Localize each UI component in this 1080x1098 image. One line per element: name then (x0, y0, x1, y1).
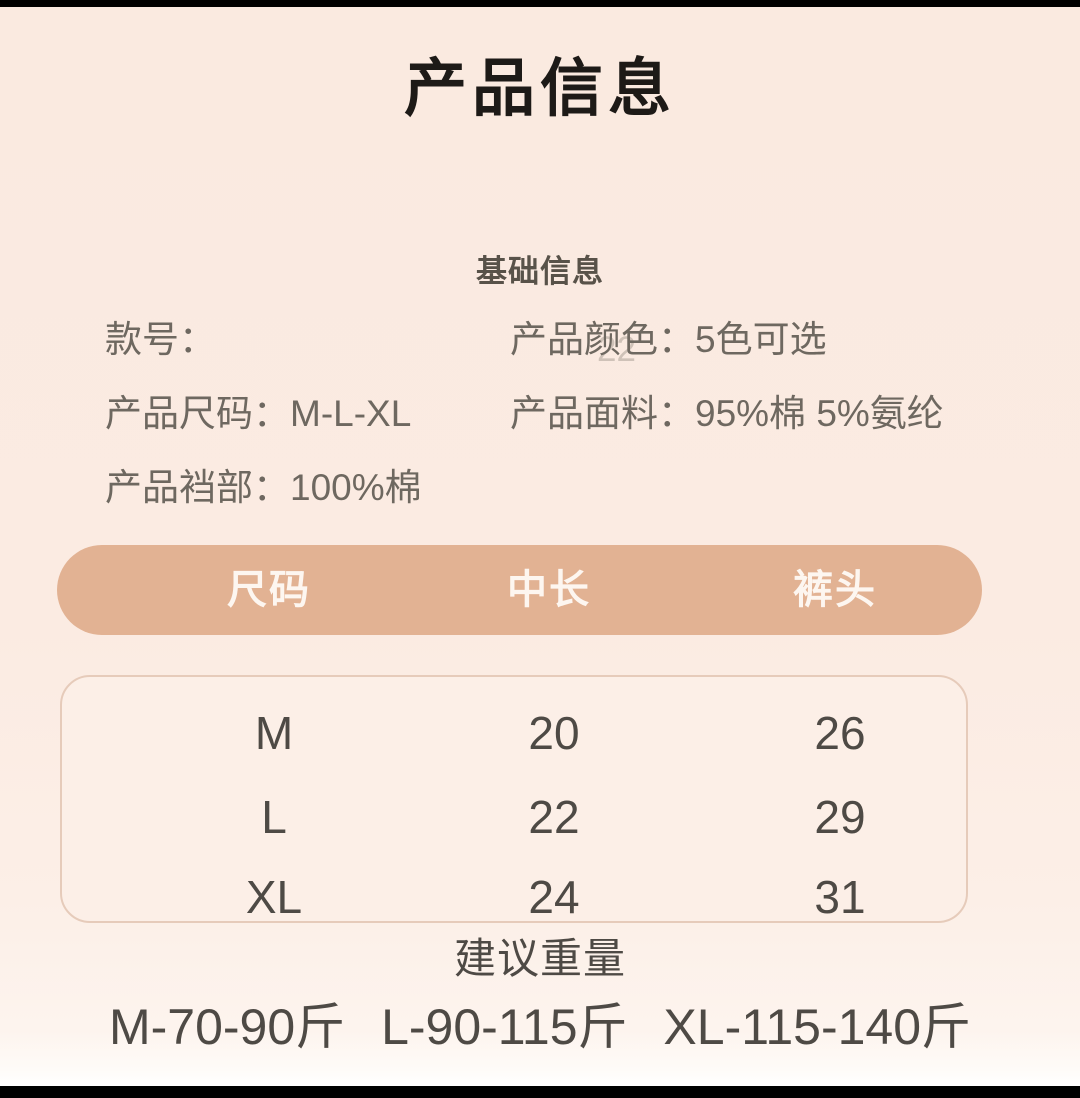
basic-info-block: 款号： 22 产品颜色：5色可选 产品尺码：M-L-XL 产品面料：95%棉 5… (105, 316, 1035, 538)
table-row-size: L (261, 791, 287, 843)
product-color-text: 产品颜色：5色可选 (510, 319, 827, 360)
size-table-header: 尺码 中长 裤头 (57, 545, 982, 635)
weight-advice-title: 建议重量 (453, 935, 626, 982)
page-title: 产品信息 (404, 54, 676, 124)
size-table-header-size: 尺码 (227, 568, 311, 612)
table-row-mid-length: 24 (528, 871, 580, 923)
table-row-size: M (254, 707, 294, 759)
weight-advice-item-l: L-90-115斤 (381, 999, 628, 1055)
weight-advice-list: M-70-90斤 L-90-115斤 XL-115-140斤 (0, 1000, 1080, 1055)
bottom-letterbox-bar (0, 1086, 1080, 1098)
weight-advice-item-m: M-70-90斤 (108, 999, 346, 1055)
table-row-mid-length: 20 (528, 707, 580, 759)
table-row-mid-length: 22 (528, 791, 580, 843)
table-row-waist: 26 (814, 707, 866, 759)
weight-advice-item-xl: XL-115-140斤 (663, 999, 972, 1055)
info-row-style-number: 款号： 22 产品颜色：5色可选 (105, 316, 1035, 390)
product-crotch-text: 产品裆部：100%棉 (105, 467, 422, 508)
style-number-value: 22 (597, 330, 636, 369)
top-letterbox-bar (0, 0, 1080, 7)
size-table-header-waist: 裤头 (793, 568, 877, 612)
table-row-waist: 29 (814, 791, 866, 843)
table-row-waist: 31 (814, 871, 866, 923)
product-fabric-text: 产品面料：95%棉 5%氨纶 (510, 393, 944, 434)
style-number-label: 款号： (105, 319, 216, 360)
product-size-text: 产品尺码：M-L-XL (105, 393, 412, 434)
table-row-size: XL (245, 871, 303, 923)
basic-info-section-title: 基础信息 (476, 254, 604, 289)
info-row-crotch: 产品裆部：100%棉 (105, 464, 1035, 538)
size-table-header-mid-length: 中长 (507, 568, 591, 612)
info-row-size-fabric: 产品尺码：M-L-XL 产品面料：95%棉 5%氨纶 (105, 390, 1035, 464)
size-table-body: M 20 26 L 22 29 XL 24 31 (60, 675, 968, 923)
